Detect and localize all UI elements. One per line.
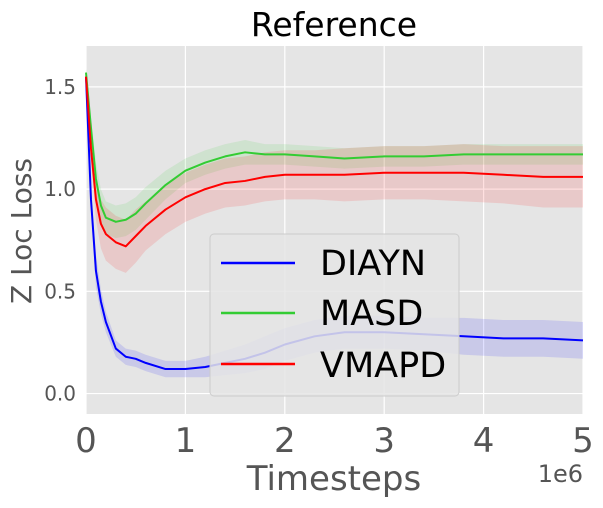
x-tick-label: 3 — [373, 421, 395, 461]
band-masd — [86, 68, 583, 239]
line-masd — [85, 72, 583, 223]
line-vmapd — [85, 76, 583, 248]
legend-label-vmapd: VMAPD — [320, 346, 446, 386]
x-tick-label: 2 — [274, 421, 296, 461]
y-tick-label: 1.5 — [44, 75, 76, 99]
confidence-bands — [86, 68, 583, 378]
legend-box — [209, 233, 460, 397]
legend-label-masd: MASD — [320, 294, 423, 334]
legend-label-diayn: DIAYN — [320, 244, 426, 284]
band-vmapd — [86, 72, 583, 273]
chart-title: Reference — [251, 5, 417, 44]
x-tick-label: 4 — [473, 421, 495, 461]
x-tick-label: 0 — [75, 421, 97, 461]
legend: DIAYN MASD VMAPD — [209, 233, 460, 397]
y-tick-label: 0.5 — [44, 279, 76, 303]
grid — [85, 46, 584, 414]
x-tick-label: 1 — [175, 421, 197, 461]
x-tick-label: 5 — [572, 421, 594, 461]
x-axis-label: Timesteps — [246, 459, 421, 499]
y-tick-label: 1.0 — [44, 177, 76, 201]
x-multiplier-label: 1e6 — [538, 460, 583, 488]
axes: 0 1 2 3 4 5 0.0 0.5 1.0 1.5 — [44, 75, 594, 461]
band-diayn — [86, 72, 583, 378]
y-tick-label: 0.0 — [44, 382, 76, 406]
y-axis-label: Z Loc Loss — [5, 158, 38, 304]
